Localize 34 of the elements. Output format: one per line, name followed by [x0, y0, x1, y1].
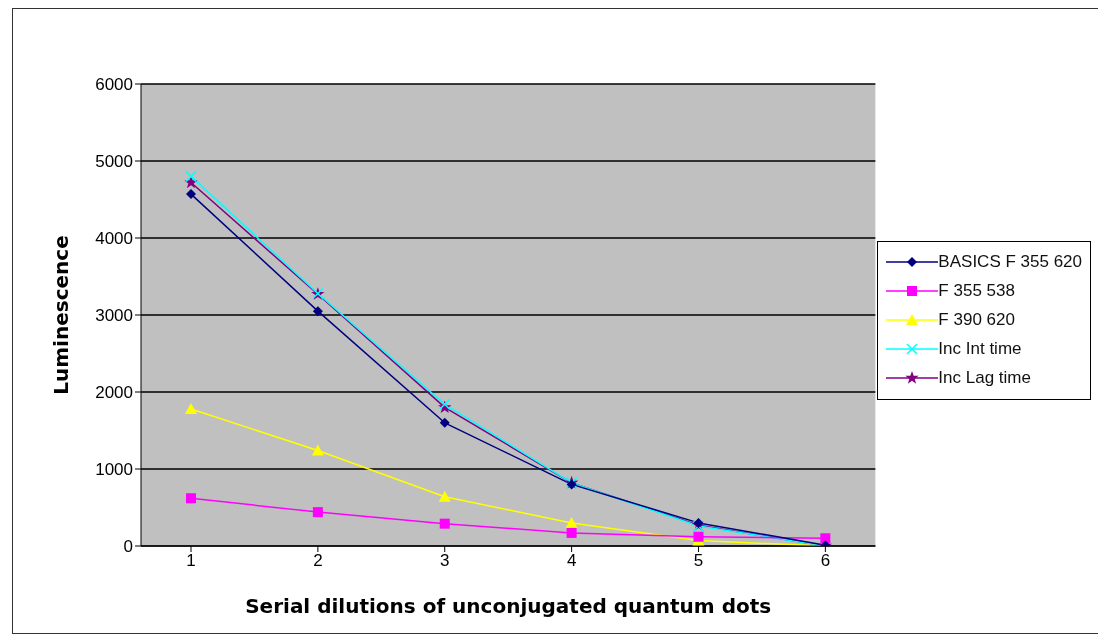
point — [439, 417, 450, 428]
x-tick-label: 2 — [313, 551, 323, 571]
point — [312, 306, 323, 317]
point — [186, 493, 196, 504]
x-tick-label: 3 — [440, 551, 450, 571]
x-axis-title: Serial dilutions of unconjugated quantum dots — [245, 594, 772, 618]
point — [439, 518, 450, 529]
legend-label: F 390 620 — [938, 310, 1015, 330]
x-tick-label: 5 — [693, 551, 704, 571]
y-tick-label: 0 — [123, 537, 133, 557]
y-tick-label: 1000 — [95, 460, 133, 480]
point — [186, 189, 196, 200]
y-tick-label: 5000 — [95, 152, 133, 172]
legend-label: F 355 538 — [938, 281, 1015, 301]
point — [312, 507, 323, 518]
y-tick-label: 2000 — [95, 383, 133, 403]
point — [311, 444, 324, 456]
point — [438, 490, 451, 502]
x-tick-label: 4 — [566, 551, 577, 571]
point — [566, 527, 577, 538]
legend-label: Inc Int time — [938, 339, 1022, 359]
legend-label: Inc Lag time — [938, 368, 1031, 388]
point — [693, 531, 704, 542]
y-tick-label: 4000 — [95, 229, 133, 249]
point — [185, 402, 197, 414]
point — [565, 516, 578, 528]
point — [820, 533, 831, 544]
x-tick-label: 1 — [186, 551, 196, 571]
y-tick-label: 3000 — [95, 306, 133, 326]
x-tick-label: 6 — [820, 551, 831, 571]
legend-label: BASICS F 355 620 — [938, 252, 1082, 272]
y-axis-title: Luminescence — [49, 235, 74, 395]
point — [185, 170, 197, 183]
y-tick-label: 6000 — [95, 75, 133, 95]
